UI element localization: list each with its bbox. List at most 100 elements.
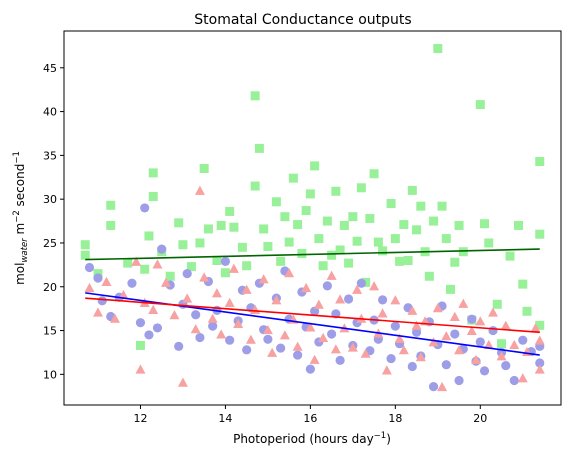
triangle-marker	[330, 344, 341, 354]
triangle-marker	[258, 274, 269, 284]
square-marker	[318, 261, 328, 271]
square-marker	[412, 225, 422, 235]
circle-marker	[335, 355, 345, 365]
square-marker	[492, 299, 502, 309]
triangle-marker	[131, 256, 142, 266]
square-marker	[475, 100, 485, 110]
circle-marker	[377, 295, 388, 305]
square-marker	[518, 279, 528, 289]
triangle-marker	[262, 324, 273, 335]
circle-marker	[135, 318, 146, 328]
triangle-marker	[471, 354, 482, 364]
square-marker	[305, 189, 315, 199]
triangle-marker	[530, 323, 541, 333]
square-marker	[322, 216, 332, 226]
square-marker	[416, 201, 426, 211]
square-marker	[339, 220, 349, 230]
triangle-marker	[449, 311, 460, 322]
square-series	[80, 44, 545, 350]
circle-marker	[127, 278, 137, 288]
triangle-marker	[360, 348, 371, 358]
triangle-trend-line	[85, 297, 540, 334]
square-marker	[135, 340, 145, 350]
circle-marker	[144, 330, 154, 340]
triangle-marker	[407, 305, 418, 315]
triangle-marker	[245, 334, 256, 344]
square-marker	[390, 234, 400, 244]
x-tick-label: 20	[473, 412, 487, 425]
triangle-marker	[279, 330, 290, 340]
square-marker	[522, 306, 532, 316]
triangle-marker	[233, 318, 244, 329]
circle-marker	[501, 360, 511, 371]
triangle-marker	[352, 284, 363, 294]
x-axis-ticks: 12 14 16 18 20	[133, 405, 487, 425]
circle-marker	[488, 325, 498, 336]
triangle-marker	[160, 277, 171, 287]
triangle-marker	[241, 284, 252, 294]
circle-marker	[327, 329, 337, 339]
x-axis-label-tail: )	[386, 432, 391, 446]
triangle-marker	[228, 263, 239, 273]
triangle-marker	[267, 347, 278, 357]
circle-marker	[450, 329, 460, 339]
square-marker	[403, 255, 413, 265]
triangle-marker	[394, 333, 405, 343]
square-marker	[407, 185, 417, 195]
square-marker	[297, 248, 307, 258]
triangle-marker	[415, 352, 426, 362]
y-axis-label-mid2: second	[13, 164, 27, 211]
y-tick-label: 20	[43, 281, 57, 294]
circle-marker	[276, 343, 286, 353]
chart-title: Stomatal Conductance outputs	[194, 12, 411, 28]
triangle-marker	[207, 313, 218, 323]
plot-frame	[63, 30, 562, 406]
square-marker	[242, 261, 252, 271]
square-marker	[424, 271, 434, 281]
triangle-marker	[398, 345, 409, 355]
y-tick-label: 35	[43, 149, 57, 162]
square-marker	[365, 213, 375, 223]
square-marker	[259, 224, 269, 234]
square-marker	[441, 234, 451, 244]
triangle-marker	[475, 316, 486, 326]
x-tick-label: 14	[218, 412, 232, 425]
square-marker	[331, 186, 341, 196]
square-marker	[535, 157, 545, 167]
circle-marker	[208, 321, 218, 331]
triangle-marker	[466, 325, 477, 336]
square-marker	[433, 44, 443, 54]
triangle-marker	[381, 365, 392, 375]
square-marker	[310, 161, 320, 171]
triangle-marker	[390, 295, 401, 305]
triangle-marker	[437, 381, 448, 392]
circle-marker	[322, 281, 332, 291]
y-axis-label: molwater m−2 second−1	[12, 151, 30, 285]
triangle-marker	[488, 307, 499, 317]
triangle-marker	[301, 282, 312, 293]
triangle-marker	[347, 342, 358, 352]
triangle-marker	[182, 293, 193, 303]
square-marker	[314, 234, 324, 244]
square-marker	[106, 220, 116, 230]
triangle-marker	[534, 335, 545, 345]
square-marker	[80, 250, 90, 260]
y-axis-label-sup1: −2	[12, 210, 22, 223]
square-marker	[288, 173, 298, 183]
square-marker	[123, 258, 133, 268]
x-axis-label-base: Photoperiod (hours day	[233, 432, 374, 446]
square-marker	[480, 219, 490, 229]
square-marker	[276, 256, 286, 266]
x-axis-label: Photoperiod (hours day−1)	[233, 431, 391, 446]
circle-marker	[97, 296, 107, 306]
square-marker	[386, 199, 396, 209]
triangle-marker	[194, 185, 205, 195]
plot-area	[80, 44, 545, 392]
square-marker	[454, 220, 464, 230]
triangle-marker	[335, 294, 346, 304]
square-marker	[301, 206, 311, 216]
circle-marker	[182, 269, 192, 279]
square-marker	[254, 143, 264, 153]
x-tick-label: 16	[303, 412, 317, 425]
square-marker	[174, 218, 184, 228]
